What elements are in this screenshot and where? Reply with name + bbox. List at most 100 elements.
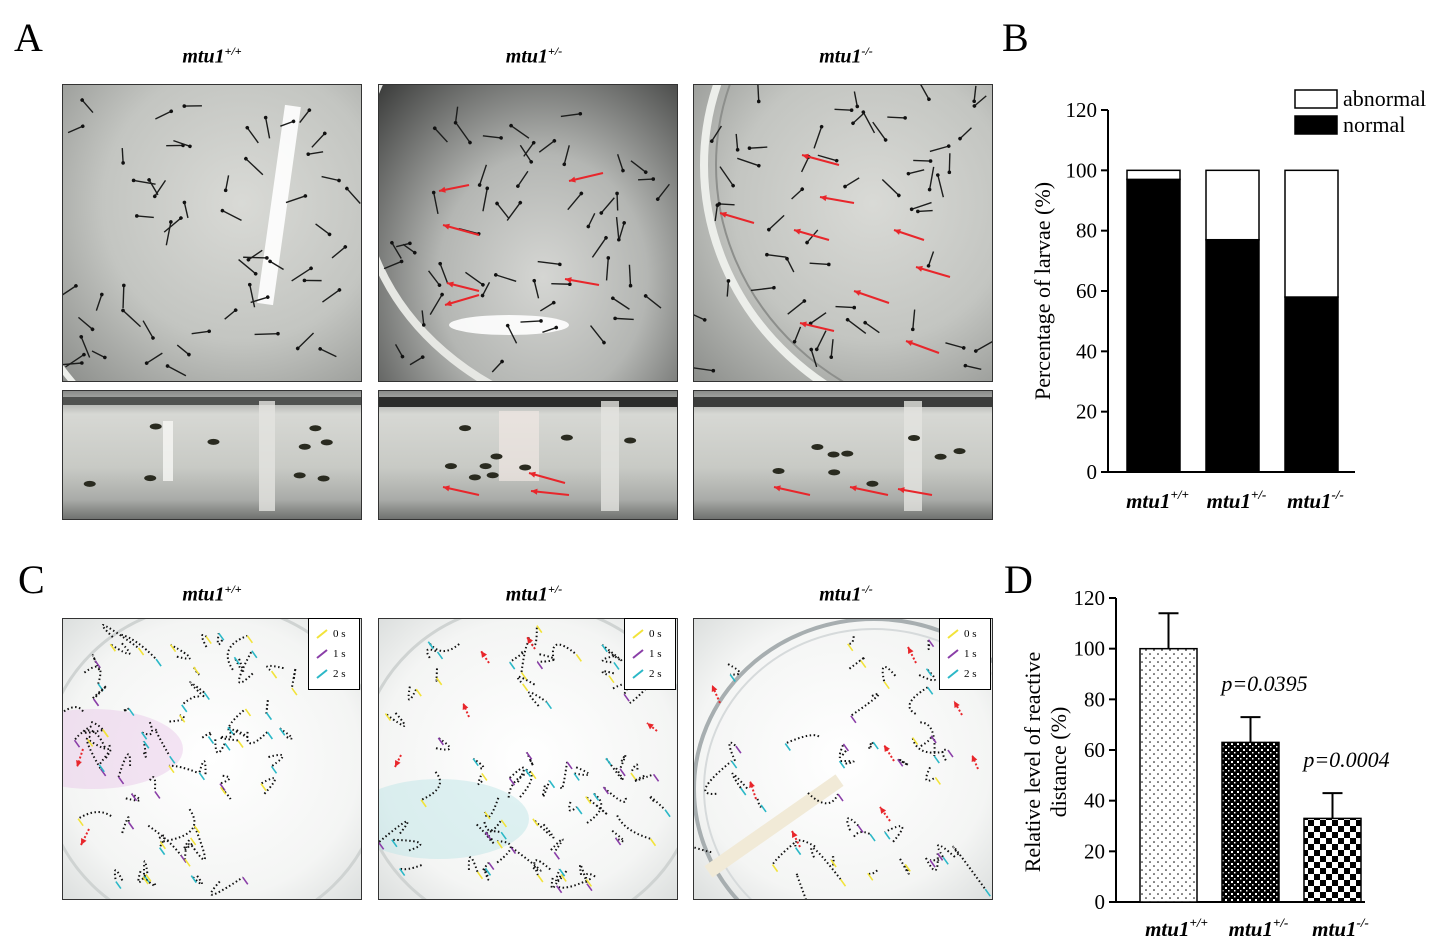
larva-body bbox=[465, 271, 484, 286]
swim-tail bbox=[500, 819, 508, 828]
larva bbox=[726, 279, 731, 297]
swim-tail bbox=[847, 643, 854, 652]
larva-body bbox=[63, 362, 82, 366]
larva bbox=[717, 202, 735, 206]
larva-head bbox=[135, 214, 139, 218]
larva-head bbox=[318, 347, 322, 351]
time-legend-label: 1 s bbox=[333, 648, 346, 660]
dish-photo-wt bbox=[62, 84, 362, 382]
larva bbox=[122, 283, 126, 309]
swim-tail bbox=[771, 864, 779, 873]
larva bbox=[263, 115, 271, 139]
red-arrow bbox=[530, 488, 570, 496]
larva-body bbox=[567, 192, 582, 211]
swim-tail bbox=[184, 858, 191, 867]
tank-larva bbox=[317, 475, 330, 482]
swim-tail bbox=[233, 656, 241, 665]
swim-tail bbox=[179, 714, 186, 723]
larva-head bbox=[182, 200, 187, 205]
swim-tail bbox=[520, 671, 528, 680]
larva-head bbox=[711, 368, 716, 373]
chart-d-annotation: p=0.0395 bbox=[1219, 671, 1307, 696]
swim-tail bbox=[224, 742, 231, 751]
larva bbox=[456, 123, 472, 145]
swim-tail bbox=[586, 883, 593, 892]
larva-body bbox=[538, 140, 555, 153]
larva-body bbox=[750, 287, 774, 292]
swim-tail bbox=[839, 878, 847, 887]
larva-head bbox=[829, 355, 834, 359]
red-arrow-head bbox=[954, 701, 960, 708]
larva bbox=[482, 186, 490, 212]
larva bbox=[165, 220, 173, 246]
larva-body bbox=[834, 108, 852, 111]
swim-tail bbox=[508, 777, 516, 786]
larvae-wt bbox=[63, 98, 361, 377]
larva-body bbox=[321, 175, 340, 182]
swim-track bbox=[528, 691, 547, 707]
larva-body bbox=[291, 267, 312, 282]
larva-body bbox=[507, 325, 518, 344]
swim-tail bbox=[384, 713, 392, 722]
larva-head bbox=[897, 193, 901, 198]
larva-body bbox=[308, 151, 324, 155]
tank-photo-ko-art bbox=[694, 397, 992, 511]
swim-track bbox=[238, 650, 254, 684]
larva-body bbox=[973, 85, 977, 102]
chart-d-x-tick-label: mtu1-/- bbox=[1312, 915, 1369, 941]
red-arrow-head bbox=[820, 195, 827, 202]
red-arrow-head bbox=[447, 281, 454, 288]
larva-body bbox=[542, 326, 557, 333]
larva bbox=[829, 339, 834, 359]
swim-tail bbox=[127, 821, 135, 830]
larva bbox=[280, 119, 296, 127]
larva-body bbox=[959, 127, 972, 140]
time-legend-label: 0 s bbox=[649, 628, 662, 640]
swim-tail bbox=[193, 666, 200, 675]
tank-larva bbox=[811, 443, 824, 450]
larva bbox=[268, 259, 284, 271]
larva bbox=[402, 243, 417, 255]
larva bbox=[737, 157, 761, 168]
larva bbox=[539, 300, 556, 312]
swim-track bbox=[91, 654, 101, 671]
swim-track bbox=[121, 633, 157, 660]
swim-track bbox=[184, 843, 196, 860]
swim-track bbox=[90, 721, 104, 731]
red-arrow-head bbox=[908, 647, 914, 654]
swim-tail bbox=[857, 824, 864, 833]
swim-track bbox=[731, 772, 748, 790]
larva bbox=[495, 201, 510, 220]
swim-tail bbox=[251, 650, 258, 659]
swim-track bbox=[704, 760, 733, 795]
red-arrow bbox=[905, 340, 940, 354]
swim-tail bbox=[649, 838, 657, 847]
larva-body bbox=[917, 209, 933, 213]
larva-head bbox=[579, 191, 584, 196]
larva bbox=[843, 177, 860, 189]
swim-track bbox=[555, 868, 568, 884]
larva-body bbox=[429, 294, 443, 315]
larva bbox=[453, 106, 459, 125]
larva bbox=[958, 127, 972, 141]
time-legend-ko: 0 s 1 s 2 s bbox=[939, 618, 991, 690]
larva-head bbox=[144, 361, 149, 365]
arrows-ko bbox=[719, 153, 951, 354]
red-arrow-head bbox=[898, 487, 905, 494]
larva-body bbox=[222, 210, 242, 222]
swim-tail bbox=[270, 670, 278, 679]
larva-body bbox=[563, 145, 570, 165]
swim-tail bbox=[220, 786, 227, 795]
red-arrow bbox=[394, 754, 402, 768]
larva-head bbox=[606, 256, 611, 260]
larva-head bbox=[855, 104, 860, 109]
red-arrow-head bbox=[971, 755, 978, 762]
swim-track bbox=[142, 876, 157, 887]
swim-tail bbox=[190, 875, 197, 884]
swim-track bbox=[142, 860, 149, 876]
larva-head bbox=[481, 283, 485, 287]
swim-tail bbox=[109, 643, 117, 652]
swim-tail bbox=[100, 768, 107, 777]
larva bbox=[809, 347, 818, 368]
larva-body bbox=[539, 302, 555, 312]
